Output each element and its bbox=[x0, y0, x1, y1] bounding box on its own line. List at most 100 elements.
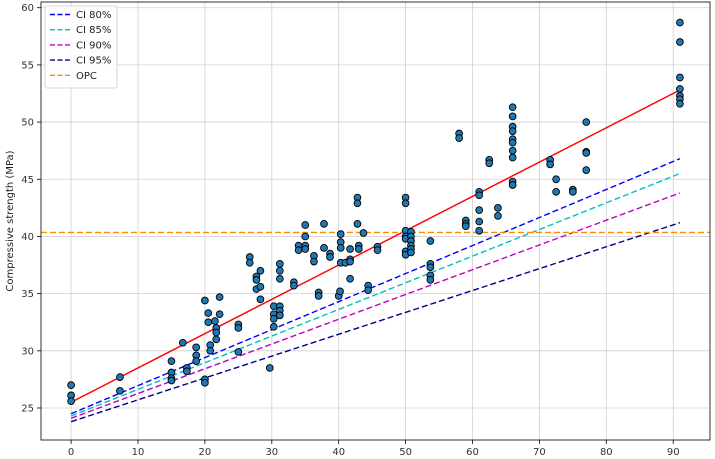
data-point bbox=[475, 206, 484, 214]
data-point bbox=[167, 357, 176, 365]
data-point bbox=[426, 276, 435, 284]
legend-box bbox=[44, 5, 118, 89]
data-point bbox=[582, 118, 591, 126]
data-point bbox=[346, 257, 354, 266]
data-point bbox=[265, 364, 274, 372]
data-point bbox=[201, 378, 209, 387]
x-tick-label: 30 bbox=[265, 447, 278, 458]
data-point bbox=[252, 276, 261, 284]
data-point bbox=[256, 282, 265, 291]
data-point bbox=[215, 310, 224, 319]
data-point bbox=[508, 153, 517, 162]
data-point bbox=[508, 127, 517, 136]
data-point bbox=[475, 217, 484, 226]
data-point bbox=[326, 253, 334, 261]
data-point bbox=[275, 260, 284, 268]
y-tick-label: 35 bbox=[21, 289, 34, 300]
data-point bbox=[676, 73, 684, 82]
data-point bbox=[353, 199, 362, 208]
data-point bbox=[676, 38, 684, 46]
data-point bbox=[301, 232, 310, 241]
data-point bbox=[455, 134, 463, 142]
data-point bbox=[364, 286, 372, 295]
data-point bbox=[192, 343, 201, 352]
y-tick-label: 60 bbox=[21, 3, 34, 14]
x-tick-label: 80 bbox=[600, 447, 613, 458]
data-point bbox=[494, 212, 502, 220]
data-point bbox=[461, 222, 470, 230]
legend-label: OPC bbox=[76, 71, 97, 82]
x-tick-label: 60 bbox=[466, 447, 479, 458]
grid-lines bbox=[41, 2, 710, 440]
data-point bbox=[294, 246, 303, 255]
y-axis-ticks: 25 30 35 40 45 50 55 60 bbox=[21, 3, 41, 414]
data-point bbox=[269, 322, 278, 331]
data-point bbox=[256, 266, 265, 275]
x-tick-label: 90 bbox=[667, 447, 680, 458]
data-point bbox=[182, 367, 191, 376]
data-point bbox=[508, 112, 517, 121]
data-point bbox=[485, 159, 494, 168]
data-point bbox=[178, 338, 187, 347]
y-tick-label: 45 bbox=[21, 175, 34, 186]
data-point bbox=[211, 317, 219, 325]
data-point bbox=[508, 146, 517, 155]
plot-frame bbox=[40, 1, 711, 441]
data-point bbox=[676, 99, 684, 108]
data-point bbox=[201, 296, 209, 305]
data-point bbox=[508, 138, 517, 147]
ci-90-line bbox=[70, 192, 681, 419]
data-point bbox=[353, 220, 362, 228]
data-point bbox=[676, 18, 684, 27]
legend-label: CI 90% bbox=[76, 40, 111, 51]
x-tick-label: 40 bbox=[332, 447, 345, 458]
x-tick-label: 10 bbox=[132, 447, 145, 458]
data-point bbox=[475, 191, 484, 200]
data-point bbox=[508, 103, 517, 112]
data-point bbox=[569, 187, 577, 196]
data-point bbox=[116, 373, 124, 381]
data-point bbox=[475, 226, 484, 235]
data-point bbox=[290, 281, 298, 290]
data-point bbox=[676, 85, 684, 93]
data-point bbox=[336, 287, 344, 296]
data-point bbox=[275, 274, 284, 283]
data-point bbox=[494, 203, 502, 212]
data-point bbox=[508, 181, 517, 189]
data-point bbox=[245, 258, 254, 267]
data-point bbox=[116, 386, 124, 395]
data-point bbox=[552, 175, 560, 184]
data-point bbox=[346, 245, 354, 253]
data-point bbox=[582, 149, 591, 157]
data-point bbox=[269, 314, 278, 323]
x-tick-label: 50 bbox=[399, 447, 412, 458]
data-point bbox=[67, 397, 75, 405]
data-point bbox=[256, 295, 265, 304]
y-tick-label: 30 bbox=[21, 346, 34, 357]
x-tick-label: 70 bbox=[533, 447, 546, 458]
legend: CI 80% CI 85% CI 90% CI 95% OPC bbox=[44, 5, 118, 89]
data-point bbox=[310, 257, 318, 266]
data-point bbox=[582, 166, 591, 174]
legend-label: CI 95% bbox=[76, 56, 111, 67]
data-point bbox=[67, 381, 75, 389]
data-point bbox=[204, 318, 213, 327]
data-point bbox=[301, 245, 310, 253]
data-point bbox=[167, 376, 176, 385]
x-tick-label: 0 bbox=[68, 447, 74, 458]
data-point bbox=[336, 230, 345, 239]
data-point bbox=[359, 229, 368, 237]
x-axis-ticks: 0 10 20 30 40 50 60 70 80 90 bbox=[68, 440, 680, 458]
data-point bbox=[314, 292, 323, 300]
data-point bbox=[301, 221, 310, 229]
legend-label: CI 80% bbox=[76, 10, 111, 21]
y-tick-label: 55 bbox=[21, 60, 34, 71]
legend-label: CI 85% bbox=[76, 25, 111, 36]
ci-85-line bbox=[70, 172, 681, 417]
ci-95-line bbox=[70, 222, 681, 423]
data-point bbox=[320, 220, 328, 228]
series-lines bbox=[41, 89, 710, 423]
data-point bbox=[546, 160, 554, 169]
data-point bbox=[320, 244, 328, 252]
